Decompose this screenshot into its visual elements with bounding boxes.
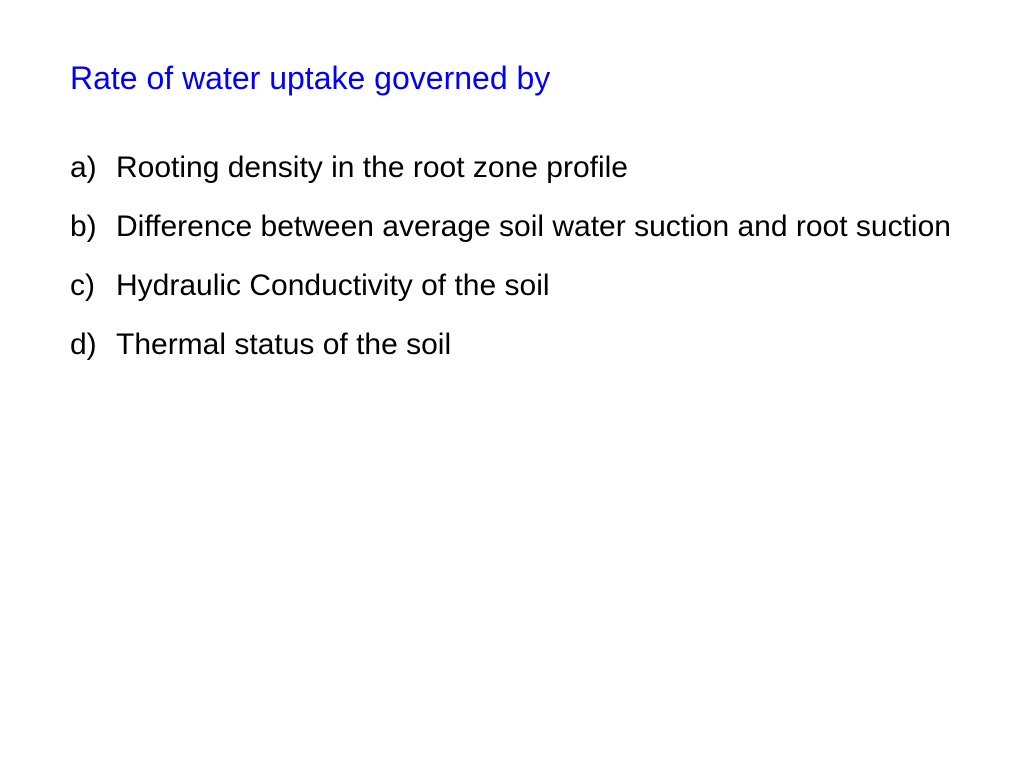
item-text: Difference between average soil water su… <box>116 204 954 249</box>
slide-content: Rate of water uptake governed by a) Root… <box>0 0 1024 367</box>
item-marker: a) <box>70 145 116 190</box>
item-text: Thermal status of the soil <box>116 322 954 367</box>
item-text: Hydraulic Conductivity of the soil <box>116 263 954 308</box>
list-item: a) Rooting density in the root zone prof… <box>70 145 954 190</box>
slide-title: Rate of water uptake governed by <box>70 60 954 97</box>
item-list: a) Rooting density in the root zone prof… <box>70 145 954 367</box>
list-item: c) Hydraulic Conductivity of the soil <box>70 263 954 308</box>
list-item: d) Thermal status of the soil <box>70 322 954 367</box>
item-marker: b) <box>70 204 116 249</box>
item-marker: c) <box>70 263 116 308</box>
item-text: Rooting density in the root zone profile <box>116 145 954 190</box>
list-item: b) Difference between average soil water… <box>70 204 954 249</box>
item-marker: d) <box>70 322 116 367</box>
